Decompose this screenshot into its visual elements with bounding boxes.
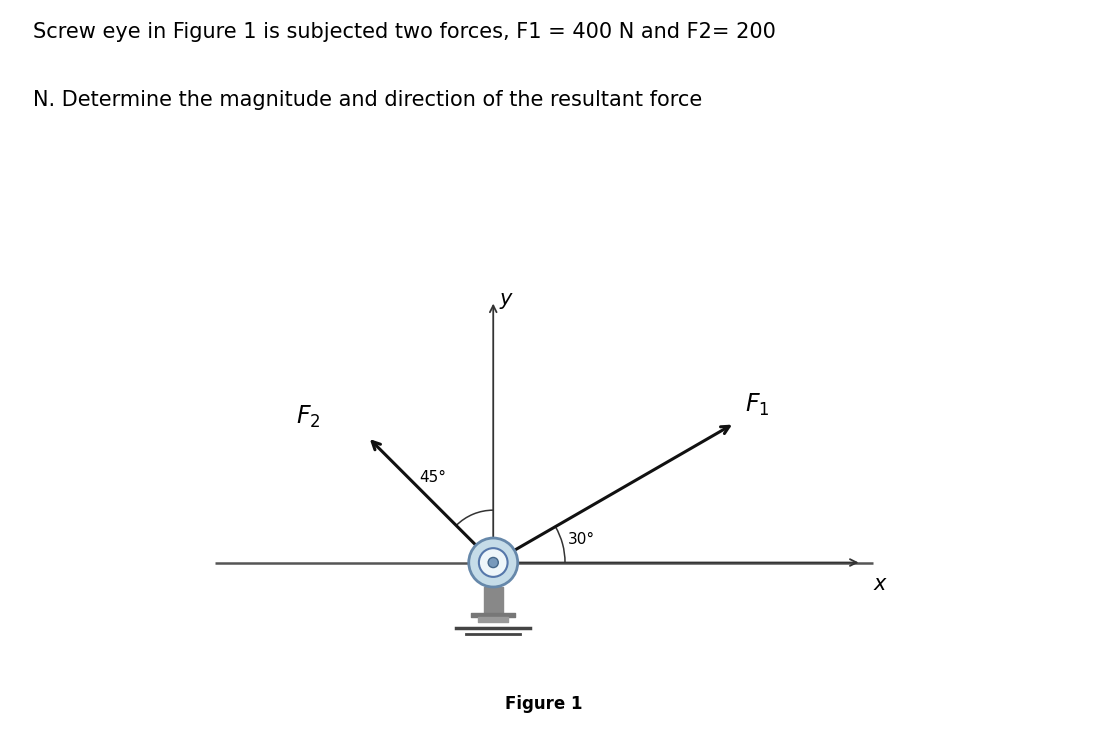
Text: $F_1$: $F_1$ <box>745 392 769 418</box>
Circle shape <box>468 538 517 587</box>
Text: Figure 1: Figure 1 <box>505 695 583 713</box>
Circle shape <box>488 557 498 568</box>
Text: y: y <box>500 289 513 309</box>
Text: N. Determine the magnitude and direction of the resultant force: N. Determine the magnitude and direction… <box>33 90 703 110</box>
Text: 45°: 45° <box>418 470 446 485</box>
Circle shape <box>478 548 507 577</box>
Text: x: x <box>874 574 886 595</box>
Text: $F_2$: $F_2$ <box>296 404 321 430</box>
Text: Screw eye in Figure 1 is subjected two forces, F1 = 400 N and F2= 200: Screw eye in Figure 1 is subjected two f… <box>33 22 776 43</box>
Text: 30°: 30° <box>567 533 595 548</box>
